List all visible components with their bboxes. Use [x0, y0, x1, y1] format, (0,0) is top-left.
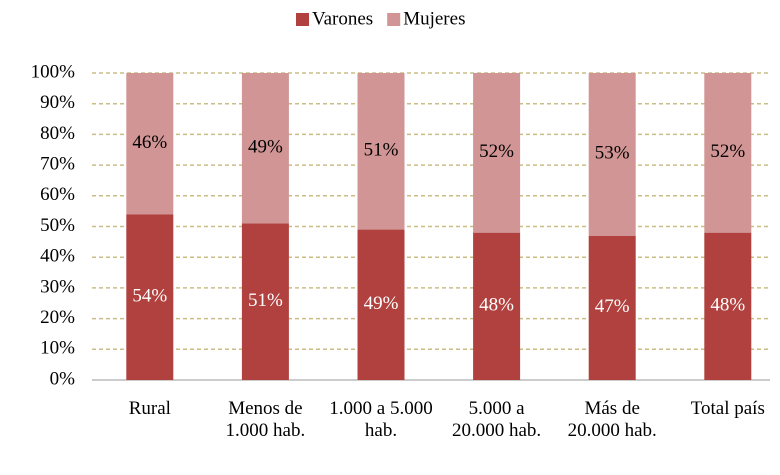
y-tick-label: 70%: [40, 153, 75, 174]
data-label: 49%: [248, 137, 283, 158]
data-label: 46%: [132, 132, 167, 153]
y-tick-label: 20%: [40, 307, 75, 328]
y-tick-label: 40%: [40, 246, 75, 267]
y-tick-label: 50%: [40, 215, 75, 236]
y-tick-label: 0%: [50, 368, 76, 389]
data-label: 49%: [364, 293, 399, 314]
bar-segment: [588, 73, 636, 236]
x-tick-label: Rural: [128, 398, 171, 419]
data-label: 47%: [595, 296, 630, 317]
data-label: 48%: [710, 295, 745, 316]
legend-label: Varones: [312, 8, 373, 29]
legend-label: Mujeres: [403, 8, 465, 29]
data-label: 53%: [595, 143, 630, 164]
x-tick-label: Menos de 1.000 hab.: [225, 398, 306, 441]
bar-segment: [126, 73, 174, 215]
y-tick-label: 80%: [40, 123, 75, 144]
data-label: 52%: [710, 141, 745, 162]
bar-segment: [126, 214, 174, 380]
bar-segment: [241, 223, 289, 380]
bar-segment: [704, 232, 752, 380]
data-label: 48%: [479, 295, 514, 316]
data-label: 52%: [479, 141, 514, 162]
bar-segment: [357, 229, 405, 380]
y-tick-label: 100%: [31, 61, 76, 82]
bar-segment: [473, 232, 521, 380]
y-tick-label: 90%: [40, 92, 75, 113]
x-tick-label: Total país: [690, 398, 765, 419]
y-tick-label: 10%: [40, 338, 75, 359]
data-label: 51%: [248, 290, 283, 311]
bar-segment: [473, 73, 521, 233]
y-tick-label: 30%: [40, 276, 75, 297]
x-tick-label: Más de 20.000 hab.: [567, 398, 657, 441]
bar-segment: [704, 73, 752, 233]
x-tick-label: 1.000 a 5.000 hab.: [329, 398, 433, 441]
bar-segment: [241, 73, 289, 224]
legend-swatch: [387, 13, 401, 26]
data-label: 54%: [132, 285, 167, 306]
legend-swatch: [296, 13, 309, 26]
bar-segment: [357, 73, 405, 230]
data-label: 51%: [364, 140, 399, 161]
bar-segment: [588, 235, 636, 380]
x-tick-label: 5.000 a 20.000 hab.: [452, 398, 542, 441]
y-tick-label: 60%: [40, 184, 75, 205]
